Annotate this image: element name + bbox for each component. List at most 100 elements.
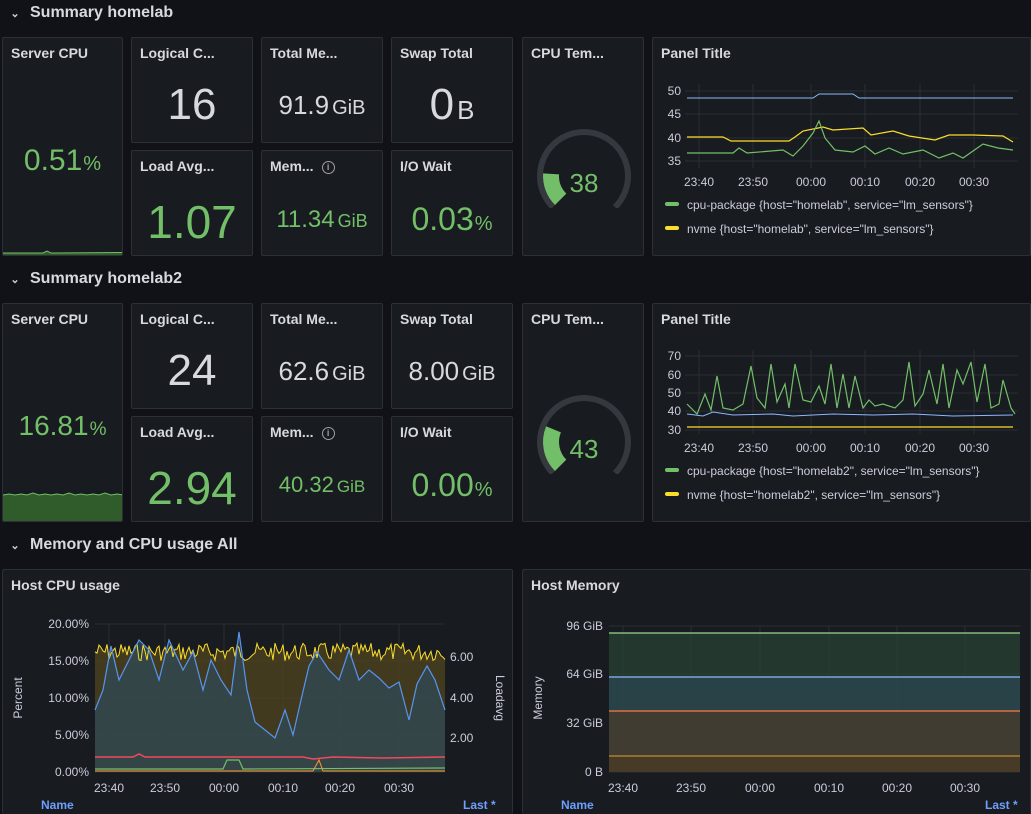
load-avg-panel[interactable]: Load Avg... 2.94 xyxy=(131,416,253,522)
row-header-homelab[interactable]: ⌄ Summary homelab xyxy=(0,0,173,26)
load-avg-panel[interactable]: Load Avg... 1.07 xyxy=(131,150,253,256)
legend-swatch xyxy=(665,468,679,472)
host-cpu-chart: 20.00% 15.00% 10.00% 5.00% 0.00% 6.00 4.… xyxy=(11,617,507,795)
y-tick: 96 GiB xyxy=(566,619,603,633)
panel-title: Server CPU xyxy=(11,45,89,61)
chevron-down-icon: ⌄ xyxy=(10,7,20,20)
memory-used-panel[interactable]: Mem... i 11.34 GiB xyxy=(261,150,383,256)
swap-total-panel[interactable]: Swap Total 8.00 GiB xyxy=(391,303,513,409)
memory-used-panel[interactable]: Mem... i 40.32 GiB xyxy=(261,416,383,522)
panel-title: Total Me... xyxy=(270,311,338,327)
cpu-temp-panel[interactable]: CPU Tem... 38 xyxy=(522,37,644,256)
panel-title: CPU Tem... xyxy=(531,311,604,327)
server-cpu-sparkline xyxy=(3,492,122,521)
row-title: Memory and CPU usage All xyxy=(30,536,238,553)
x-tick: 00:20 xyxy=(905,175,935,189)
x-tick: 00:00 xyxy=(209,781,239,795)
total-memory-value: 91.9 GiB xyxy=(278,90,366,120)
cpu-temp-gauge: 38 xyxy=(537,129,631,208)
legend-name-header[interactable]: Name xyxy=(561,798,594,812)
memory-used-value: 40.32 GiB xyxy=(278,472,366,497)
legend-item[interactable]: cpu-package {host="homelab", service="lm… xyxy=(665,198,973,212)
y-tick: 30 xyxy=(668,423,682,437)
cpu-temp-panel[interactable]: CPU Tem... 43 xyxy=(522,303,644,522)
server-cpu-panel[interactable]: Server CPU 0.51% xyxy=(2,37,123,256)
y-left-label: Percent xyxy=(11,677,25,719)
info-icon[interactable]: i xyxy=(321,427,335,440)
panel-title: I/O Wait xyxy=(400,424,452,440)
y-tick: 70 xyxy=(668,349,682,363)
temperature-chart-panel[interactable]: Panel Title 50 45 40 35 23:40 23:50 00:0… xyxy=(652,37,1031,256)
x-tick: 23:40 xyxy=(608,781,638,795)
cpu-temp-gauge: 43 xyxy=(537,395,631,474)
x-tick: 00:20 xyxy=(882,781,912,795)
y-tick: 0 B xyxy=(585,765,603,779)
io-wait-panel[interactable]: I/O Wait 0.03% xyxy=(391,150,513,256)
host-cpu-usage-panel[interactable]: Host CPU usage 20.00% 15.00% 10.00% 5.00… xyxy=(2,569,513,814)
x-tick: 00:00 xyxy=(796,441,826,455)
y-right-label: Loadavg xyxy=(493,675,507,721)
temperature-chart: 70 60 50 40 30 23:40 23:50 00:00 00:10 0… xyxy=(668,349,1018,455)
y-tick: 40 xyxy=(668,404,682,418)
x-tick: 00:10 xyxy=(268,781,298,795)
panel-title: Panel Title xyxy=(661,311,731,327)
panel-title: Server CPU xyxy=(11,311,89,327)
y-tick: 35 xyxy=(668,154,682,168)
legend-swatch xyxy=(665,202,679,206)
total-memory-panel[interactable]: Total Me... 62.6 GiB xyxy=(261,303,383,409)
logical-cores-panel[interactable]: Logical C... 24 xyxy=(131,303,253,409)
chevron-down-icon: ⌄ xyxy=(10,539,20,552)
total-memory-value: 62.6 GiB xyxy=(278,356,366,386)
host-memory-panel[interactable]: Host Memory 96 GiB 64 GiB 32 GiB 0 B Mem… xyxy=(522,569,1031,814)
server-cpu-value: 0.51% xyxy=(23,144,102,177)
x-tick: 23:50 xyxy=(738,441,768,455)
logical-cores-panel[interactable]: Logical C... 16 xyxy=(131,37,253,143)
legend-last-header[interactable]: Last * xyxy=(463,798,496,812)
total-memory-panel[interactable]: Total Me... 91.9 GiB xyxy=(261,37,383,143)
x-tick: 00:20 xyxy=(325,781,355,795)
cpu-temp-value: 38 xyxy=(570,168,599,198)
panel-title: Logical C... xyxy=(140,45,215,61)
logical-cores-value: 16 xyxy=(167,80,217,129)
temperature-chart-panel[interactable]: Panel Title 70 60 50 40 30 23:40 23:50 0… xyxy=(652,303,1031,522)
x-tick: 23:40 xyxy=(684,175,714,189)
legend-swatch xyxy=(665,492,679,496)
io-wait-value: 0.00% xyxy=(411,467,493,503)
y-right-tick: 2.00 xyxy=(450,731,474,745)
legend-item[interactable]: nvme {host="homelab2", service="lm_senso… xyxy=(665,488,940,502)
legend-name-header[interactable]: Name xyxy=(41,798,74,812)
cpu-temp-value: 43 xyxy=(570,434,599,464)
x-tick: 23:40 xyxy=(94,781,124,795)
chevron-down-icon: ⌄ xyxy=(10,273,20,286)
row-header-memory-cpu-all[interactable]: ⌄ Memory and CPU usage All xyxy=(0,532,237,558)
x-tick: 23:50 xyxy=(150,781,180,795)
y-tick: 5.00% xyxy=(55,728,89,742)
io-wait-value: 0.03% xyxy=(411,201,493,237)
panel-title: Load Avg... xyxy=(140,158,215,174)
y-right-tick: 4.00 xyxy=(450,691,474,705)
info-icon[interactable]: i xyxy=(321,161,335,174)
x-tick: 23:40 xyxy=(684,441,714,455)
x-tick: 00:20 xyxy=(905,441,935,455)
panel-title: Host CPU usage xyxy=(11,577,120,593)
legend-last-header[interactable]: Last * xyxy=(985,798,1018,812)
x-tick: 00:10 xyxy=(850,441,880,455)
panel-title: Host Memory xyxy=(531,577,620,593)
row-header-homelab2[interactable]: ⌄ Summary homelab2 xyxy=(0,266,182,292)
y-right-tick: 6.00 xyxy=(450,650,474,664)
server-cpu-sparkline xyxy=(3,250,122,255)
x-tick: 00:30 xyxy=(959,175,989,189)
y-tick: 40 xyxy=(668,131,682,145)
logical-cores-value: 24 xyxy=(167,346,217,395)
legend-item[interactable]: cpu-package {host="homelab2", service="l… xyxy=(665,464,980,478)
panel-title: I/O Wait xyxy=(400,158,452,174)
panel-title: Swap Total xyxy=(400,45,473,61)
x-tick: 00:00 xyxy=(796,175,826,189)
io-wait-panel[interactable]: I/O Wait 0.00% xyxy=(391,416,513,522)
panel-title: Load Avg... xyxy=(140,424,215,440)
server-cpu-panel[interactable]: Server CPU 16.81% xyxy=(2,303,123,522)
panel-title: Mem... i xyxy=(270,424,335,440)
memory-used-value: 11.34 GiB xyxy=(276,206,368,233)
legend-item[interactable]: nvme {host="homelab", service="lm_sensor… xyxy=(665,222,934,236)
